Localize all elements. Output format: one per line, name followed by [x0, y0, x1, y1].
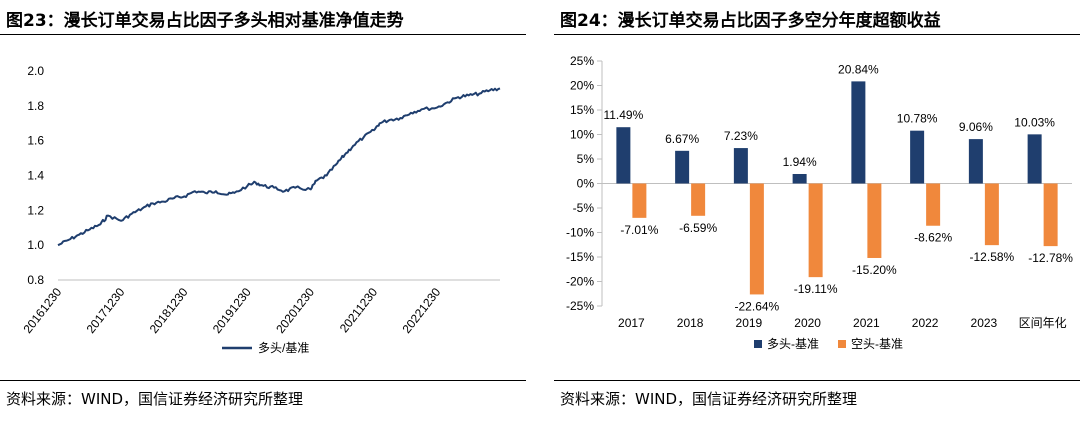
- data-label: 10.03%: [1014, 115, 1055, 129]
- y-tick-label: 20%: [570, 79, 594, 93]
- y-tick-label: 0%: [577, 177, 595, 191]
- right-chart-panel: 图24：漫长订单交易占比因子多空分年度超额收益 -25% -20% -15% -10%…: [554, 0, 1080, 424]
- x-tick-label: 20221230: [399, 285, 443, 336]
- chart-title: 图24：漫长订单交易占比因子多空分年度超额收益: [560, 11, 941, 31]
- title-divider: [554, 34, 1080, 35]
- bar: [968, 139, 983, 184]
- bar: [808, 183, 823, 278]
- legend-swatch: [754, 340, 762, 348]
- x-tick-label: 20161230: [20, 285, 64, 336]
- y-tick-label: 2.0: [27, 64, 44, 78]
- data-label: -8.62%: [914, 231, 952, 245]
- y-tick-label: 1.2: [27, 203, 44, 217]
- data-label: -12.58%: [970, 250, 1015, 264]
- y-tick-label: 1.6: [27, 134, 44, 148]
- y-tick-label: -15%: [566, 250, 594, 264]
- data-label: 7.23%: [724, 129, 758, 143]
- line-chart: 0.8 1.0 1.2 1.4 1.6 1.8 2.0 20161230 20171230 201…: [20, 64, 501, 355]
- data-label: -19.11%: [794, 282, 838, 296]
- bar: [926, 183, 941, 226]
- x-category-label: 区间年化: [1019, 316, 1067, 330]
- bar: [867, 183, 882, 258]
- source-note: 资料来源：WIND，国信证券经济研究所整理: [6, 390, 304, 408]
- data-label: -7.01%: [620, 223, 658, 237]
- legend-label: 多头/基准: [258, 341, 309, 355]
- y-tick-label: 1.4: [27, 169, 44, 183]
- bar: [616, 127, 631, 184]
- data-label: -15.20%: [852, 263, 897, 277]
- chart-title: 图23：漫长订单交易占比因子多头相对基准净值走势: [6, 11, 404, 31]
- x-tick-label: 20191230: [210, 285, 254, 336]
- legend-label: 多头-基准: [767, 337, 819, 351]
- series-line: [57, 87, 501, 247]
- data-label: 11.49%: [603, 108, 643, 122]
- legend-swatch: [838, 340, 846, 348]
- y-tick-label: -5%: [573, 201, 595, 215]
- bar: [733, 148, 748, 184]
- bar: [632, 183, 647, 218]
- data-label: 6.67%: [665, 132, 699, 146]
- y-tick-label: -20%: [566, 275, 594, 289]
- x-category-label: 2022: [912, 316, 939, 330]
- y-tick-label: 1.0: [27, 238, 44, 252]
- x-category-label: 2017: [618, 316, 645, 330]
- y-tick-label: 5%: [577, 152, 595, 166]
- bar: [749, 183, 764, 295]
- bar: [851, 81, 866, 184]
- source-note: 资料来源：WIND，国信证券经济研究所整理: [560, 390, 858, 408]
- x-tick-label: 20181230: [147, 285, 191, 336]
- y-tick-label: 15%: [570, 103, 594, 117]
- data-label: 20.84%: [838, 62, 879, 76]
- legend-label: 空头-基准: [851, 337, 903, 351]
- y-tick-label: 1.8: [27, 99, 44, 113]
- bar: [792, 173, 807, 184]
- bar: [1027, 134, 1042, 184]
- data-label: -22.64%: [735, 299, 780, 313]
- data-label: -12.78%: [1028, 251, 1073, 265]
- bar: [691, 183, 706, 216]
- bar: [1043, 183, 1058, 247]
- x-tick-label: 20171230: [84, 285, 128, 336]
- title-divider: [0, 34, 526, 35]
- y-tick-label: -25%: [566, 299, 594, 313]
- data-label: 9.06%: [959, 120, 993, 134]
- source-divider: [554, 380, 1080, 381]
- x-category-label: 2019: [736, 316, 763, 330]
- left-chart-panel: 图23：漫长订单交易占比因子多头相对基准净值走势 0.8 1.0 1.2 1.4 1.6…: [0, 0, 526, 424]
- x-tick-label: 20201230: [273, 285, 317, 336]
- bar-chart: -25% -20% -15% -10% -5% 0% 5% 10% 15% 20% 25% 2017 1…: [566, 54, 1073, 351]
- bar: [910, 130, 925, 184]
- x-category-label: 2021: [853, 316, 880, 330]
- y-tick-label: 10%: [570, 128, 594, 142]
- data-label: 10.78%: [897, 112, 938, 126]
- source-divider: [0, 380, 526, 381]
- y-tick-label: 25%: [570, 54, 594, 68]
- data-label: -6.59%: [679, 221, 717, 235]
- x-category-label: 2018: [677, 316, 704, 330]
- bar: [984, 183, 999, 246]
- x-category-label: 2020: [794, 316, 821, 330]
- x-tick-label: 20211230: [337, 285, 381, 335]
- y-tick-label: -10%: [566, 226, 594, 240]
- bar: [675, 150, 690, 184]
- data-label: 1.94%: [783, 155, 817, 169]
- x-category-label: 2023: [971, 316, 998, 330]
- y-tick-label: 0.8: [27, 273, 44, 287]
